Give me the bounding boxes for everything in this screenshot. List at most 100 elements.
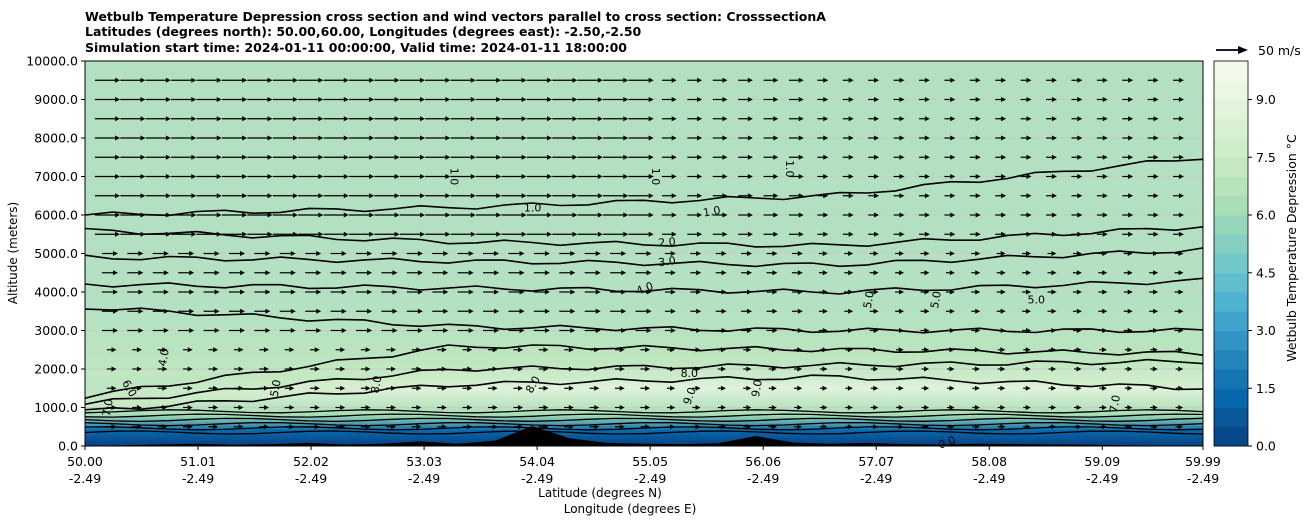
wind-vector-head [721,270,727,276]
wind-vector-head [1101,424,1107,430]
wind-vector-head [772,289,778,295]
wind-vector-head [1077,154,1083,160]
wind-vector-head [470,135,476,141]
wind-vector-head [648,231,654,237]
wind-vector-head [898,270,904,276]
wind-vector-head [441,405,447,410]
wind-vector-head [822,424,828,430]
wind-vector-head [547,116,553,122]
wind-vector-head [823,154,829,160]
wind-vector-head [494,308,500,314]
wind-vector-head [191,174,197,179]
wind-vector-head [1102,328,1108,333]
wind-vector-head [136,424,142,430]
wind-vector-head [1000,347,1006,353]
wind-vector-head [1077,97,1083,102]
wind-vector-head [1077,116,1083,122]
wind-vector-head [1178,289,1184,295]
wind-vector-head [140,77,146,83]
wind-vector-head [697,77,703,83]
wind-vector-head [367,289,373,295]
wind-vector-head [874,174,880,179]
wind-vector-head [318,193,324,199]
wind-vector-head [494,251,500,256]
wind-vector-head [216,116,222,122]
wind-vector-head [949,366,955,372]
wind-vector-head [1051,116,1057,122]
wind-vector-head [1076,385,1082,391]
wind-vector-head [975,97,981,102]
wind-vector-head [722,193,728,199]
x-tick-label: 57.07 [858,454,894,469]
wind-vector-head [974,405,980,410]
x-axis: 50.00 -2.49 51.01 -2.49 52.02 -2.49 53.03 -2.49… [67,446,1221,486]
colorbar-ticks: 0.0 1.5 3.0 4.5 6.0 7.5 9.0 [1248,92,1276,454]
wind-vector-head [1025,385,1031,391]
wind-vector-head [847,366,853,372]
contour-label: 0.0 [936,434,957,452]
wind-vector-head [899,77,905,83]
wind-vector-head [267,97,273,102]
wind-vector-head [394,154,400,160]
wind-vector-head [1152,424,1158,430]
wind-vector-head [696,251,702,256]
wind-vector-head [1153,231,1159,237]
wind-vector-head [773,212,779,218]
wind-vector-head [568,405,574,410]
wind-vector-head [1152,405,1158,410]
wind-vector-head [1102,270,1108,276]
wind-vector-head [671,77,677,83]
wind-vector-head [949,347,955,353]
wind-vector-head [747,212,753,218]
wind-vector-head [798,135,804,141]
contour-line [85,421,1203,427]
wind-vector-head [950,212,956,218]
wind-vector-head [798,212,804,218]
wind-vector-head [1051,308,1057,314]
wind-vector-head [873,308,879,314]
wind-vector-head [165,116,171,122]
contour-label: 1.0 [447,168,460,186]
wind-vector-head [950,154,956,160]
wind-vector-head [1051,270,1057,276]
wind-vector-head [721,289,727,295]
wind-vector-head [797,424,803,430]
wind-vector-head [1153,308,1159,314]
colorbar-frame [1213,60,1249,447]
wind-vector-head [140,212,146,218]
wind-vector-head [772,270,778,276]
wind-vector-head [470,231,476,237]
wind-vector-head [1026,289,1032,295]
colorbar-band [1214,330,1248,351]
wind-vector-head [394,135,400,141]
wind-vector-head [1102,116,1108,122]
wind-vector-head [797,385,803,391]
wind-vector-head [1077,193,1083,199]
wind-vector-head [1153,135,1159,141]
wind-vector-head [1001,231,1007,237]
wind-vector-head [343,97,349,102]
wind-vector-head [318,174,324,179]
x-tick-label-2: -2.49 [634,471,666,486]
wind-vector-head [365,405,371,410]
wind-vector-head [898,424,904,430]
wind-vector-head [419,154,425,160]
wind-vector-head [949,308,955,314]
wind-vector-head [1026,231,1032,237]
wind-vector-head [1000,270,1006,276]
wind-vector-head [648,174,654,179]
wind-vector-head [165,77,171,83]
wind-vector-head [1051,366,1057,372]
wind-vector-head [873,385,879,391]
wind-vector-head [470,97,476,102]
wind-vector-head [289,385,295,391]
wind-vector-head [441,347,447,353]
wind-vector-head [949,289,955,295]
wind-vector-head [544,328,550,333]
wind-vector-head [467,347,473,353]
contour-label: 9.0 [681,386,699,407]
wind-vector-head [646,251,652,256]
wind-vector-head [746,289,752,295]
wind-vector-head [899,212,905,218]
wind-vector-head [697,231,703,237]
